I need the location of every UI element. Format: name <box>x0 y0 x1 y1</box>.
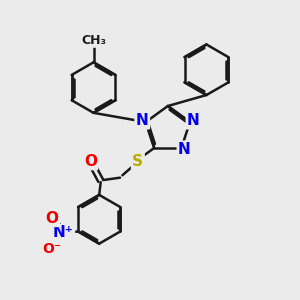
Text: O: O <box>84 154 97 169</box>
Text: O: O <box>46 211 59 226</box>
Text: O⁻: O⁻ <box>42 242 62 256</box>
Text: N: N <box>136 113 148 128</box>
Text: N: N <box>187 113 200 128</box>
Text: N⁺: N⁺ <box>53 226 74 241</box>
Text: N: N <box>178 142 191 157</box>
Text: CH₃: CH₃ <box>81 34 106 46</box>
Text: S: S <box>132 154 143 169</box>
